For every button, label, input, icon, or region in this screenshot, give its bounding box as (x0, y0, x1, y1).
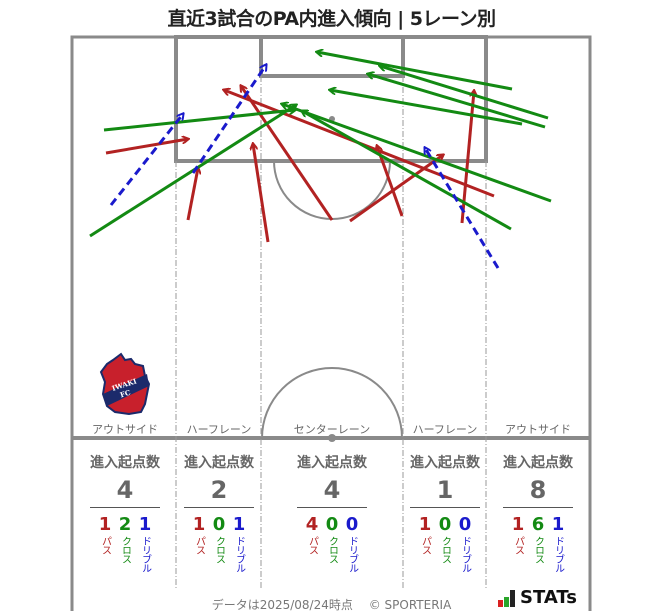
goal-area (259, 35, 405, 78)
dribble-count: 1 (138, 514, 152, 535)
cross-label: クロス (439, 536, 451, 563)
dribble-count: 1 (232, 514, 246, 535)
entry-arrows (89, 52, 552, 269)
lane-stats-outside-left: 進入起点数 4 1 パス 2 クロス 1 ドリブル (76, 452, 174, 572)
pass-arrow (241, 86, 334, 221)
center-circle (261, 367, 403, 439)
cross-arrow (380, 66, 549, 120)
cross-count: 0 (438, 514, 452, 535)
pass-count: 1 (98, 514, 112, 535)
pass-count: 1 (511, 514, 525, 535)
lane-stats-halflane-left: 進入起点数 2 1 パス 0 クロス 1 ドリブル (178, 452, 260, 572)
cross-arrow (330, 90, 523, 126)
cross-count: 0 (212, 514, 226, 535)
cross-arrow (282, 104, 552, 203)
footer: データは2025/08/24時点 © SPORTERIA (0, 596, 663, 613)
bar-chart-icon-bar (504, 597, 509, 607)
stat-header: 進入起点数 (503, 455, 573, 471)
stat-total: 8 (529, 476, 547, 504)
cross-label: クロス (326, 536, 338, 563)
lane-label-outside-left: アウトサイド (92, 423, 158, 436)
dribble-label: ドリブル (459, 536, 471, 572)
pass-arrow (349, 155, 443, 223)
dribble-arrow (109, 114, 183, 206)
lane-stats-halflane-right: 進入起点数 1 1 パス 0 クロス 0 ドリブル (404, 452, 486, 572)
pass-arrow (377, 146, 404, 217)
center-spot (328, 434, 336, 442)
club-crest-logo: IWAKI FC (99, 352, 151, 416)
cross-count: 2 (118, 514, 132, 535)
lane-label-halflane-right: ハーフレーン (412, 423, 478, 436)
pass-label: パス (306, 536, 318, 554)
dribble-label: ドリブル (346, 536, 358, 572)
dribble-arrow (425, 148, 500, 269)
cross-arrow (302, 111, 512, 231)
stat-header: 進入起点数 (410, 455, 480, 471)
lane-stats-outside-right: 進入起点数 8 1 パス 6 クロス 1 ドリブル (488, 452, 588, 572)
penalty-arc (273, 160, 391, 220)
data-date: データは2025/08/24時点 (211, 598, 353, 612)
cross-label: クロス (119, 536, 131, 563)
pass-arrow (105, 139, 188, 155)
lane-label-outside-right: アウトサイド (505, 423, 571, 436)
dribble-label: ドリブル (139, 536, 151, 572)
divider (297, 507, 367, 508)
cross-arrow (317, 52, 513, 91)
page-title: 直近3試合のPA内進入傾向 | 5レーン別 (167, 8, 496, 30)
dribble-count: 1 (551, 514, 565, 535)
copyright: © SPORTERIA (368, 598, 452, 612)
dribble-arrow (191, 65, 266, 174)
stat-total: 4 (116, 476, 134, 504)
pass-count: 1 (192, 514, 206, 535)
brand-text: STATs (520, 587, 577, 608)
stat-header: 進入起点数 (90, 455, 160, 471)
pass-count: 4 (305, 514, 319, 535)
cross-arrow (103, 110, 295, 132)
divider (184, 507, 254, 508)
stat-header: 進入起点数 (297, 455, 367, 471)
cross-arrow (368, 74, 546, 129)
lane-label-halflane-left: ハーフレーン (186, 423, 252, 436)
bar-chart-icon-bar (510, 590, 515, 607)
cross-count: 0 (325, 514, 339, 535)
svg-text:FC: FC (119, 388, 132, 400)
cross-count: 6 (531, 514, 545, 535)
bar-chart-icon (498, 600, 503, 607)
stat-total: 1 (436, 476, 454, 504)
lane-label-center: センターレーン (293, 423, 371, 436)
lane-stats-center: 進入起点数 4 4 パス 0 クロス 0 ドリブル (263, 452, 401, 572)
pass-count: 1 (418, 514, 432, 535)
stat-total: 2 (210, 476, 228, 504)
dribble-label: ドリブル (233, 536, 245, 572)
pass-arrow (186, 168, 198, 221)
pass-label: パス (99, 536, 111, 554)
divider (410, 507, 480, 508)
pass-arrow (253, 144, 270, 243)
pass-label: パス (512, 536, 524, 554)
cross-label: クロス (213, 536, 225, 563)
stat-header: 進入起点数 (184, 455, 254, 471)
stat-total: 4 (323, 476, 341, 504)
stats-brand-logo: STATs (498, 589, 577, 607)
pass-label: パス (419, 536, 431, 554)
dribble-label: ドリブル (552, 536, 564, 572)
dribble-count: 0 (458, 514, 472, 535)
divider (503, 507, 573, 508)
divider (90, 507, 160, 508)
pass-label: パス (193, 536, 205, 554)
cross-label: クロス (532, 536, 544, 563)
dribble-count: 0 (345, 514, 359, 535)
